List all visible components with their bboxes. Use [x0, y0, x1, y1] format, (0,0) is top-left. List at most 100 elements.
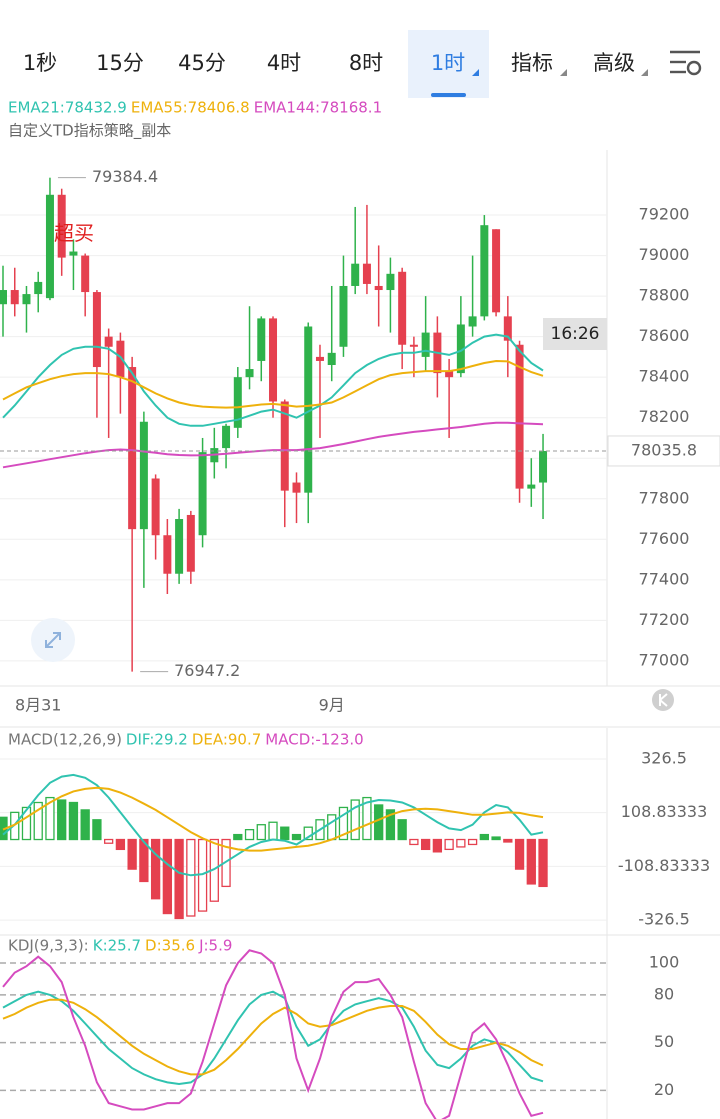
macd-bar — [268, 821, 278, 841]
macd-bar — [409, 838, 419, 846]
indicator-line — [2, 786, 544, 852]
candle-body — [374, 285, 383, 291]
y-tick-label: -326.5 — [638, 910, 690, 929]
tab[interactable]: 指标 — [511, 51, 553, 75]
tab[interactable]: 4时 — [267, 51, 301, 75]
legend-item: K:25.7 — [93, 937, 141, 955]
candle-body — [480, 225, 489, 317]
macd-bar — [221, 838, 231, 888]
candle-body — [292, 482, 301, 493]
macd-bar — [397, 819, 407, 841]
y-tick-label: 77800 — [639, 488, 690, 507]
expand-button[interactable] — [31, 618, 75, 662]
candle-body — [222, 425, 231, 449]
candle-body — [492, 229, 501, 313]
macd-bar — [362, 796, 372, 841]
candle-body — [186, 514, 195, 572]
settings-icon[interactable] — [670, 50, 702, 76]
candle-body — [362, 263, 371, 284]
macd-bar — [57, 799, 67, 841]
macd-bar — [256, 824, 266, 841]
kline-button[interactable] — [652, 689, 674, 711]
macd-bar — [174, 838, 184, 920]
macd-bar — [327, 814, 337, 841]
legend-item: DEA:90.7 — [192, 731, 261, 749]
macd-bar — [338, 806, 349, 841]
macd-bar — [139, 838, 149, 883]
y-tick-label: 78800 — [639, 286, 690, 305]
y-tick-label: 78600 — [639, 326, 690, 345]
candle-body — [81, 255, 90, 293]
plot — [0, 177, 548, 672]
candle-body — [104, 336, 113, 347]
y-tick-label: 80 — [654, 984, 674, 1003]
macd-bar — [538, 838, 548, 888]
dropdown-arrow — [641, 69, 648, 76]
macd-bar — [21, 806, 32, 841]
legend-title: KDJ(9,3,3): — [8, 937, 89, 955]
indicator-subtitle: 自定义TD指标策略_副本 — [8, 122, 171, 141]
tab[interactable]: 45分 — [178, 51, 226, 75]
candle-body — [57, 194, 66, 258]
candle-body — [163, 535, 172, 574]
legend-item: J:5.9 — [198, 937, 232, 955]
macd-bar — [186, 838, 196, 917]
macd-bar — [80, 809, 90, 841]
y-tick-label: 20 — [654, 1080, 674, 1099]
candle-body — [527, 484, 536, 489]
legend-item: EMA55:78406.8 — [131, 99, 250, 117]
y-tick-label: 326.5 — [641, 748, 687, 767]
candle-body — [69, 251, 78, 256]
dropdown-arrow — [560, 69, 567, 76]
tab-underline — [431, 93, 466, 97]
y-tick-label: 100 — [649, 953, 680, 972]
macd-bar — [432, 838, 443, 853]
macd-bar — [115, 838, 126, 851]
plot — [0, 773, 548, 920]
candle-body — [175, 519, 184, 574]
candle-body — [116, 340, 125, 378]
y-tick-label: 78200 — [639, 407, 690, 426]
macd-bar — [491, 836, 501, 841]
legend-item: DIF:29.2 — [126, 731, 188, 749]
macd-bar — [350, 799, 360, 841]
candle-body — [539, 450, 548, 483]
tab[interactable]: 高级 — [593, 51, 635, 75]
candle-body — [269, 318, 278, 402]
x-tick-label: 9月 — [319, 696, 345, 715]
y-tick-label: 77200 — [639, 610, 690, 629]
candle-body — [257, 318, 266, 361]
candle-body — [456, 324, 465, 374]
macd-bar — [467, 838, 478, 846]
macd-bar — [374, 804, 384, 841]
candle-body — [139, 421, 148, 530]
macd-bar — [45, 796, 55, 841]
candle-body — [233, 377, 242, 428]
candle-body — [468, 316, 477, 327]
candle-body — [280, 401, 289, 491]
tabs: 1秒 15分 45分 4时 8时 1时 指标 高级 — [23, 51, 635, 75]
tab[interactable]: 1秒 — [23, 51, 57, 75]
macd-bar — [233, 833, 243, 841]
countdown-box — [543, 318, 607, 350]
tab[interactable]: 15分 — [96, 51, 144, 75]
macd-bar — [514, 838, 525, 870]
plot — [2, 949, 544, 1119]
last-price-box — [607, 435, 720, 467]
candle-body — [45, 194, 54, 299]
macd-bar — [162, 838, 173, 915]
indicator-line — [2, 359, 544, 409]
y-tick-label: 77600 — [639, 529, 690, 548]
candle-body — [515, 344, 524, 489]
candle-body — [351, 263, 360, 286]
y-tick-label: 77400 — [639, 569, 690, 588]
tab[interactable]: 1时 — [431, 51, 465, 75]
candle-body — [421, 332, 430, 357]
tab[interactable]: 8时 — [349, 51, 383, 75]
candle-body — [198, 452, 207, 536]
y-tick-label: 108.83333 — [621, 802, 708, 821]
candle-body — [10, 290, 19, 305]
extreme-label: 76947.2 — [174, 661, 240, 680]
macd-bar — [104, 838, 114, 844]
